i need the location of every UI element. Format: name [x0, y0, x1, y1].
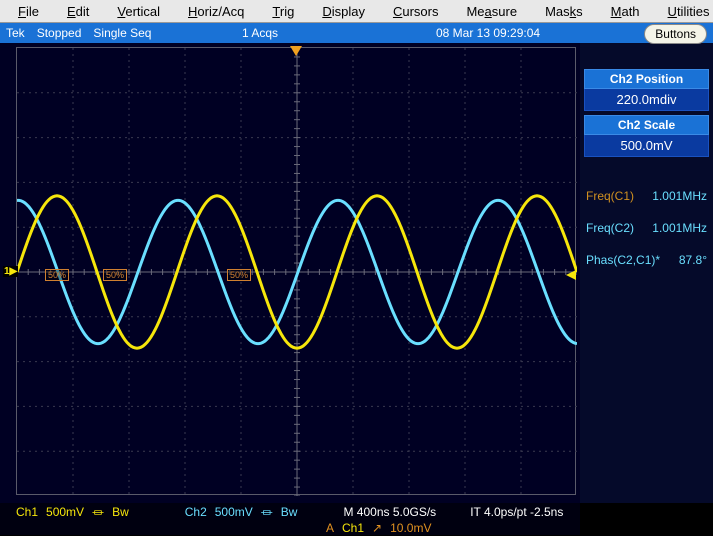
buttons-button[interactable]: Buttons [644, 24, 707, 44]
acqs-count: 1 Acqs [242, 26, 278, 40]
ch2-scale: 500mV [215, 505, 253, 519]
interp-readout: IT 4.0ps/pt -2.5ns [470, 505, 563, 519]
measurement-row: Phas(C2,C1)* 87.8° [580, 253, 713, 267]
datetime: 08 Mar 13 09:29:04 [436, 26, 540, 40]
ch1-coupling-icon: ⏛ [92, 504, 104, 521]
ch1-bw: Bw [112, 505, 129, 519]
side-panel: Ch2 Position 220.0mdiv Ch2 Scale 500.0mV… [580, 43, 713, 503]
ch2-coupling-icon: ⏛ [261, 504, 273, 521]
menu-display[interactable]: Display [308, 1, 379, 22]
menu-masks[interactable]: Masks [531, 1, 597, 22]
ch2-scale-value: 500.0mV [584, 135, 709, 157]
meas-label: Freq(C1) [586, 189, 634, 203]
trigger-position-icon [290, 46, 302, 56]
status-bar: Tek Stopped Single Seq 1 Acqs 08 Mar 13 … [0, 23, 713, 43]
graticule: 1▶ 50%50%50% [16, 47, 576, 495]
trig-src: Ch1 [342, 521, 364, 535]
ch1-label[interactable]: Ch1 [16, 505, 38, 519]
ch2-scale-panel[interactable]: Ch2 Scale 500.0mV [584, 115, 709, 157]
menu-edit[interactable]: Edit [53, 1, 103, 22]
channel-readout-bar: Ch1 500mV ⏛ Bw Ch2 500mV ⏛ Bw M 400ns 5.… [0, 503, 580, 535]
pct-marker: 50% [103, 269, 127, 281]
pct-marker: 50% [227, 269, 251, 281]
menu-utilities[interactable]: Utilities [654, 1, 713, 22]
measurement-row: Freq(C2) 1.001MHz [580, 221, 713, 235]
ch2-label[interactable]: Ch2 [185, 505, 207, 519]
menu-file[interactable]: File [4, 1, 53, 22]
menu-vertical[interactable]: Vertical [103, 1, 174, 22]
trigger-level-icon [566, 270, 576, 280]
trig-edge-icon: ↗ [372, 521, 382, 535]
menu-cursors[interactable]: Cursors [379, 1, 453, 22]
meas-value: 87.8° [679, 253, 707, 267]
meas-label: Phas(C2,C1)* [586, 253, 660, 267]
menu-trig[interactable]: Trig [258, 1, 308, 22]
run-state: Stopped [37, 26, 82, 40]
seq-mode: Single Seq [93, 26, 151, 40]
ch2-bw: Bw [281, 505, 298, 519]
ch2-position-header: Ch2 Position [584, 69, 709, 89]
ch2-position-value: 220.0mdiv [584, 89, 709, 111]
menu-horizacq[interactable]: Horiz/Acq [174, 1, 258, 22]
brand-label: Tek [6, 26, 25, 40]
measurement-row: Freq(C1) 1.001MHz [580, 189, 713, 203]
menu-bar: FileEditVerticalHoriz/AcqTrigDisplayCurs… [0, 0, 713, 23]
meas-value: 1.001MHz [652, 189, 707, 203]
ch1-ground-marker[interactable]: 1▶ [3, 266, 18, 277]
ch2-position-panel[interactable]: Ch2 Position 220.0mdiv [584, 69, 709, 111]
meas-value: 1.001MHz [652, 221, 707, 235]
timebase: M 400ns 5.0GS/s [343, 505, 436, 519]
scope-graticule-area: 1▶ 50% 50% 50% [0, 43, 580, 503]
menu-math[interactable]: Math [597, 1, 654, 22]
ch1-scale: 500mV [46, 505, 84, 519]
ch2-scale-header: Ch2 Scale [584, 115, 709, 135]
trig-level: 10.0mV [390, 521, 431, 535]
pct-marker: 50% [45, 269, 69, 281]
meas-label: Freq(C2) [586, 221, 634, 235]
trig-a: A [326, 521, 334, 535]
menu-measure[interactable]: Measure [452, 1, 531, 22]
